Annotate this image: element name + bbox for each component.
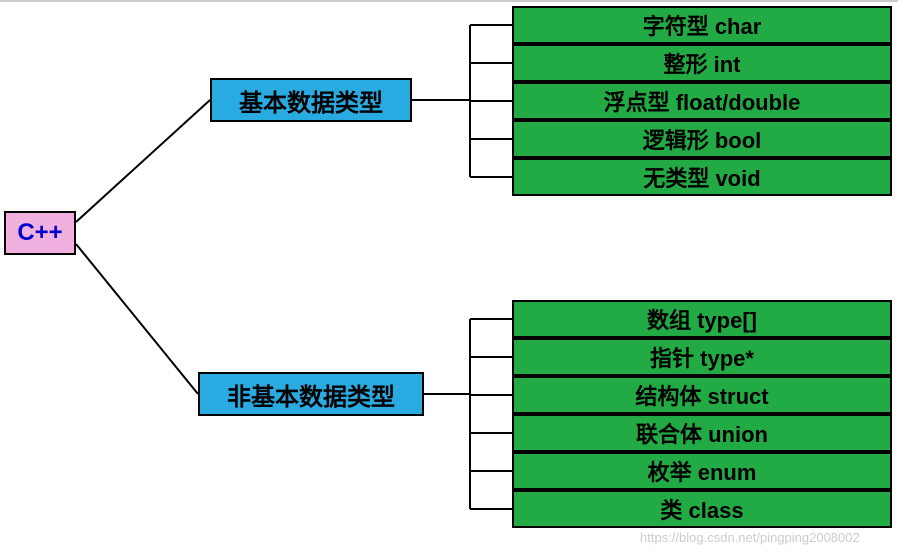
leaf-label: 指针 type*: [650, 341, 754, 373]
leaf-label: 枚举 enum: [648, 455, 757, 487]
leaf-label: 数组 type[]: [647, 303, 757, 335]
category-nonbasic: 非基本数据类型: [198, 372, 424, 416]
leaf-label: 类 class: [660, 493, 743, 525]
leaf-void: 无类型 void: [512, 158, 892, 196]
leaf-label: 结构体 struct: [635, 379, 768, 411]
leaf-bool: 逻辑形 bool: [512, 120, 892, 158]
leaf-int: 整形 int: [512, 44, 892, 82]
root-label: C++: [17, 219, 62, 247]
leaf-label: 字符型 char: [643, 9, 762, 41]
leaf-enum: 枚举 enum: [512, 452, 892, 490]
watermark: https://blog.csdn.net/pingping2008002: [640, 530, 860, 545]
leaf-array: 数组 type[]: [512, 300, 892, 338]
leaf-label: 整形 int: [664, 47, 741, 79]
leaf-struct: 结构体 struct: [512, 376, 892, 414]
category-basic: 基本数据类型: [210, 78, 412, 122]
category-basic-label: 基本数据类型: [239, 83, 383, 118]
leaf-union: 联合体 union: [512, 414, 892, 452]
category-nonbasic-label: 非基本数据类型: [227, 377, 395, 412]
leaf-label: 联合体 union: [636, 417, 768, 449]
watermark-text: https://blog.csdn.net/pingping2008002: [640, 530, 860, 545]
leaf-char: 字符型 char: [512, 6, 892, 44]
leaf-label: 逻辑形 bool: [643, 123, 762, 155]
leaf-label: 无类型 void: [643, 161, 760, 193]
leaf-float-double: 浮点型 float/double: [512, 82, 892, 120]
root-node: C++: [4, 211, 76, 255]
top-border: [0, 0, 898, 2]
leaf-label: 浮点型 float/double: [604, 85, 801, 117]
leaf-class: 类 class: [512, 490, 892, 528]
leaf-pointer: 指针 type*: [512, 338, 892, 376]
